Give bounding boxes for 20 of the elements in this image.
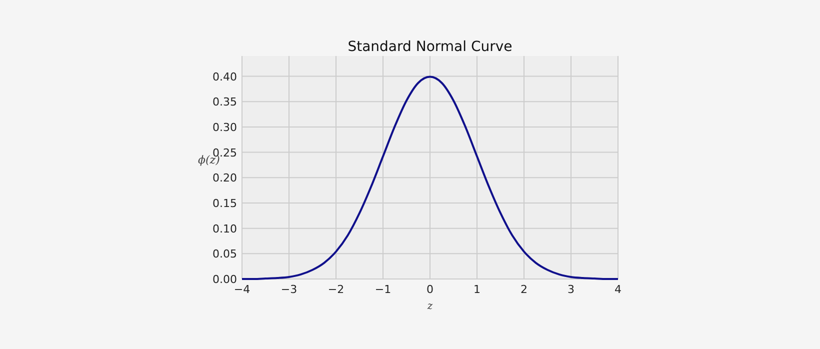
x-tick-label: 0 xyxy=(426,283,434,296)
x-tick-label: 4 xyxy=(614,283,622,296)
x-axis-title: z xyxy=(426,301,434,312)
y-tick-label: 0.40 xyxy=(212,70,237,84)
x-tick-label: −3 xyxy=(280,283,298,296)
y-axis-title: ϕ(z) xyxy=(198,154,220,166)
x-tick-label: 1 xyxy=(474,283,480,296)
y-tick-label: 0.05 xyxy=(212,248,237,261)
chart-title: Standard Normal Curve xyxy=(348,39,512,55)
y-tick-label: 0.10 xyxy=(212,222,237,236)
x-tick-label: 2 xyxy=(520,283,528,296)
y-tick-label: 0.30 xyxy=(212,120,237,134)
y-tick-label: 0.00 xyxy=(212,273,237,286)
x-tick-label: −2 xyxy=(328,283,344,296)
y-tick-label: 0.20 xyxy=(212,172,237,185)
x-tick-label: −1 xyxy=(374,283,392,296)
y-tick-label: 0.35 xyxy=(212,96,237,109)
x-tick-label: 3 xyxy=(568,283,574,296)
x-tick-label: −4 xyxy=(234,283,250,296)
y-tick-label: 0.15 xyxy=(212,196,237,210)
